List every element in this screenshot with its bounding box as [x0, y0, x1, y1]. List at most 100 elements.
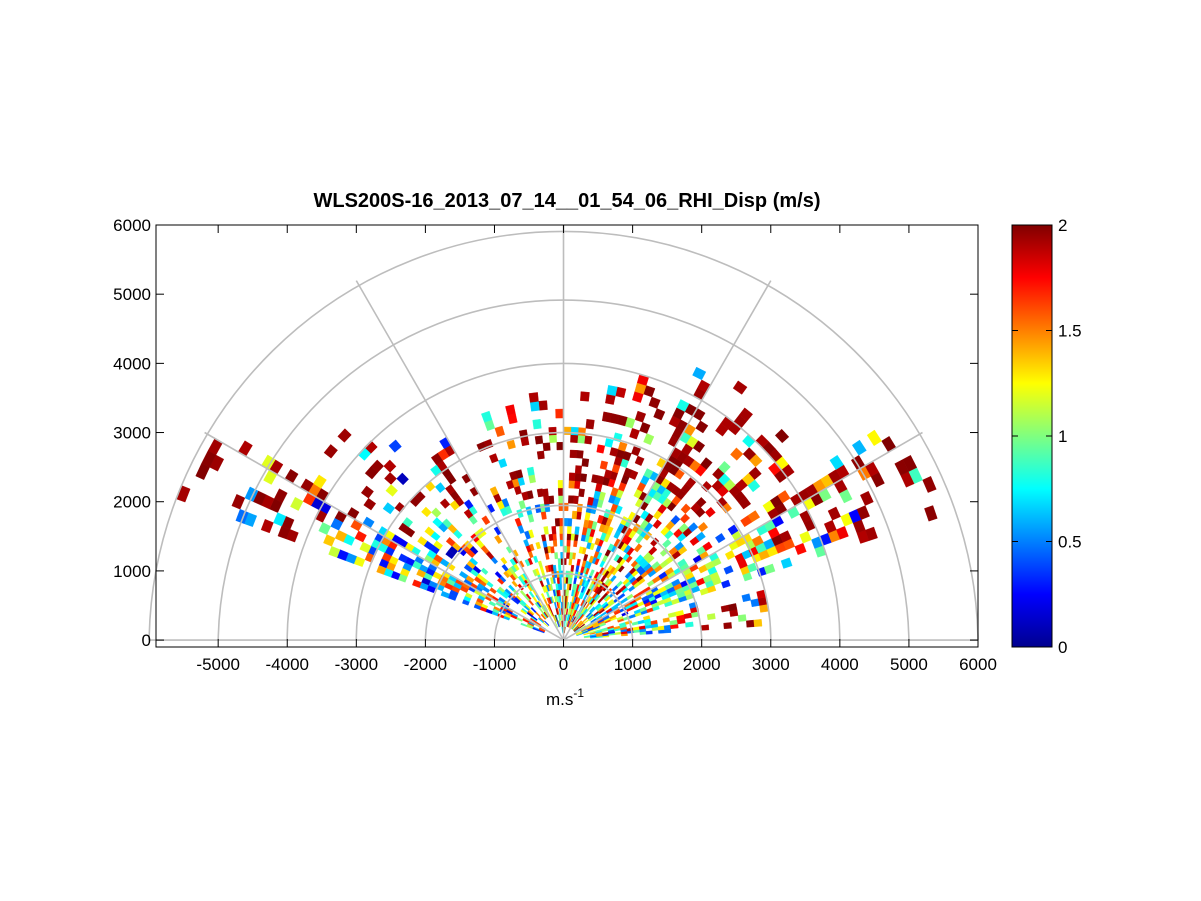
data-cell: [606, 564, 614, 573]
data-cell: [587, 496, 594, 506]
data-cell: [594, 537, 601, 546]
data-cell: [567, 525, 572, 535]
x-tick-label: -1000: [473, 655, 516, 674]
data-cell: [730, 447, 744, 461]
data-cell: [671, 578, 681, 587]
data-cell: [701, 480, 713, 493]
data-cell: [601, 411, 612, 423]
colorbar-tick-label: 2: [1058, 216, 1067, 235]
data-cell: [534, 435, 544, 445]
data-cell: [426, 549, 437, 559]
data-cell: [580, 391, 590, 402]
data-cell: [732, 380, 748, 395]
x-axis-label: m.s-1: [546, 686, 584, 709]
data-cell: [500, 556, 508, 565]
data-cell: [489, 486, 499, 497]
axes-frame: [155, 224, 979, 648]
data-cell: [473, 604, 482, 610]
y-tick-label: 6000: [113, 216, 151, 235]
x-tick-label: 3000: [752, 655, 790, 674]
data-cell: [554, 621, 559, 628]
data-cell: [702, 541, 713, 552]
colorbar-tick-label: 1.5: [1058, 322, 1082, 341]
data-cell: [578, 488, 585, 498]
data-cell: [497, 577, 505, 585]
y-tick-label: 2000: [113, 493, 151, 512]
data-cell: [593, 571, 600, 579]
data-cell: [363, 497, 377, 511]
data-cell: [715, 533, 726, 544]
data-cell: [626, 593, 634, 601]
data-cell: [579, 473, 588, 483]
data-cell: [924, 505, 938, 522]
data-cell: [651, 561, 661, 570]
data-cell: [376, 565, 387, 575]
data-cell: [829, 454, 844, 470]
data-cell: [675, 610, 685, 617]
data-cell: [645, 630, 653, 635]
data-cell: [643, 468, 654, 479]
data-cell: [583, 435, 593, 445]
data-cell: [570, 533, 575, 541]
data-cell: [519, 590, 527, 597]
data-cell: [697, 521, 709, 533]
data-cell: [498, 596, 506, 603]
data-cell: [721, 579, 731, 589]
data-cell: [596, 444, 606, 454]
data-cell: [572, 495, 579, 505]
data-cell: [607, 625, 615, 630]
x-tick-label: -2000: [404, 655, 447, 674]
data-cell: [538, 400, 548, 411]
data-cell: [634, 554, 644, 564]
x-tick-label: 5000: [890, 655, 928, 674]
x-tick-label: -3000: [335, 655, 378, 674]
data-cell: [463, 508, 474, 519]
data-cell: [570, 434, 579, 443]
data-cell: [524, 558, 531, 567]
data-cell: [604, 438, 614, 448]
x-tick-label: 0: [559, 655, 568, 674]
data-cell: [763, 563, 776, 575]
data-cell: [477, 582, 485, 590]
data-cell: [195, 463, 210, 480]
data-cell: [741, 593, 751, 603]
data-cell: [692, 366, 707, 381]
data-cell: [570, 426, 579, 436]
data-cell: [700, 457, 713, 470]
data-cell: [591, 474, 599, 484]
data-cell: [561, 626, 564, 634]
data-cell: [753, 619, 763, 627]
data-cell: [556, 577, 560, 584]
axes-background: [156, 225, 978, 647]
data-cell: [532, 418, 542, 430]
data-cell: [388, 439, 402, 453]
data-cell: [328, 546, 341, 558]
colorbar-gradient: [1011, 224, 1053, 648]
data-cell: [663, 624, 671, 630]
data-cell: [607, 598, 614, 605]
data-cell: [700, 624, 710, 631]
data-cell: [560, 601, 563, 609]
y-tick-label: 3000: [113, 424, 151, 443]
data-cell: [552, 539, 558, 547]
data-cell: [509, 558, 517, 566]
data-cell: [616, 580, 623, 588]
data-cell: [505, 479, 515, 490]
data-cell: [576, 558, 581, 566]
data-cell: [573, 480, 581, 489]
data-cell: [543, 496, 550, 505]
data-cell: [550, 546, 555, 554]
data-cell: [866, 429, 882, 447]
data-cell: [555, 583, 559, 591]
data-cell: [723, 622, 732, 630]
data-cell: [779, 530, 792, 543]
data-cell: [231, 494, 246, 510]
data-cell: [359, 541, 372, 554]
data-cell: [323, 444, 338, 459]
data-cell: [509, 470, 518, 481]
x-axis-label-base: m.s: [546, 690, 573, 709]
data-cell: [777, 490, 791, 504]
data-cell: [737, 614, 747, 622]
data-cell: [542, 442, 551, 452]
data-cell: [494, 534, 503, 544]
